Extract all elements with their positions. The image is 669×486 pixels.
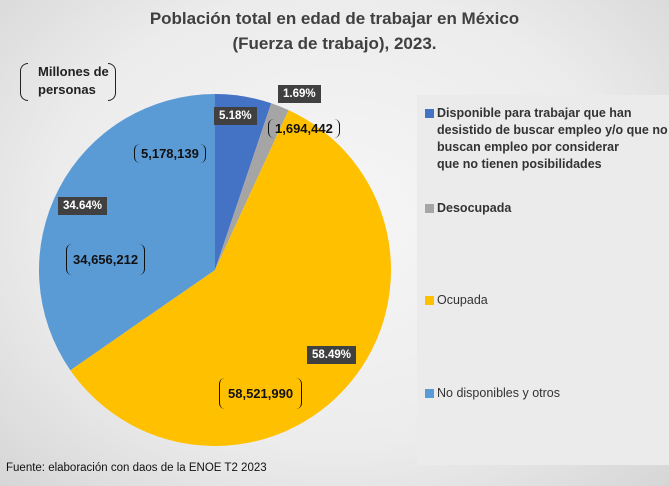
pct-label-desocupada: 1.69% [278, 85, 321, 103]
legend-label: No disponibles y otros [437, 386, 560, 400]
legend-item-disponible: Disponible para trabajar que han desisti… [425, 105, 669, 173]
legend: Disponible para trabajar que han desisti… [417, 95, 669, 465]
legend-swatch [425, 389, 434, 398]
pct-label-no-disponibles: 34.64% [58, 197, 108, 215]
source-footer: Fuente: elaboración con daos de la ENOE … [6, 462, 267, 474]
legend-line: Disponible para trabajar que han [437, 106, 632, 120]
legend-swatch [425, 204, 434, 213]
legend-swatch [425, 109, 434, 118]
legend-line: que no tienen posibilidades [437, 157, 602, 171]
pct-label-disponible: 5.18% [214, 107, 257, 125]
pct-label-ocupada: 58.49% [307, 346, 357, 364]
legend-swatch [425, 296, 434, 305]
legend-item-ocupada: Ocupada [425, 292, 669, 309]
value-label-ocupada: 58,521,990 [219, 378, 303, 409]
legend-line: desistido de buscar empleo y/o que no [437, 123, 668, 137]
value-label-disponible: 5,178,139 [134, 144, 206, 163]
pie-slice-3 [39, 94, 216, 371]
value-label-no-disponibles: 34,656,212 [66, 244, 146, 275]
title-line-1: Población total en edad de trabajar en M… [149, 9, 520, 28]
legend-label: Ocupada [437, 293, 488, 307]
legend-item-desocupada: Desocupada [425, 200, 669, 217]
chart-title: Población total en edad de trabajar en M… [0, 6, 669, 56]
legend-line: buscan empleo por considerar [437, 140, 619, 154]
pie-slice-1 [215, 103, 289, 270]
unit-text: Millones de personas [38, 64, 109, 97]
pie-slice-0 [215, 94, 272, 270]
title-line-2: (Fuerza de trabajo), 2023. [232, 34, 437, 53]
legend-label: Desocupada [437, 201, 512, 215]
legend-item-no-disponibles: No disponibles y otros [425, 385, 669, 402]
value-label-desocupada: 1,694,442 [268, 119, 340, 138]
unit-label: Millones de personas [20, 63, 116, 101]
